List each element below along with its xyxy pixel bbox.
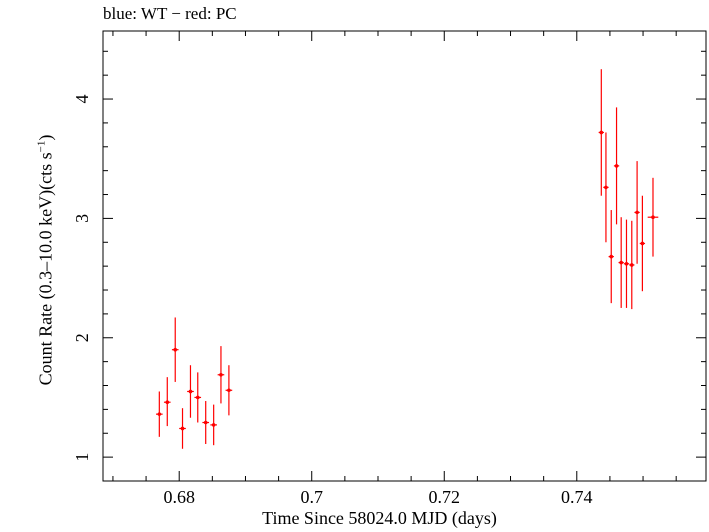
- data-point: [613, 107, 620, 225]
- data-point: [179, 408, 186, 449]
- data-point: [171, 317, 179, 382]
- point-marker: [614, 164, 619, 168]
- data-point: [598, 69, 604, 196]
- plot-frame: [102, 30, 707, 482]
- data-point: [603, 132, 609, 243]
- point-marker: [599, 130, 604, 135]
- axis-tick-labels: 0.68 0.7 0.72 0.74 1 2 3 4: [72, 95, 593, 507]
- data-point: [210, 404, 217, 446]
- point-marker: [195, 395, 200, 400]
- point-marker: [219, 372, 223, 377]
- data-point: [225, 365, 233, 416]
- y-axis-label-text: Count Rate (0.3–10.0 keV)(cts s: [35, 152, 56, 386]
- data-point: [647, 177, 659, 257]
- x-tick-label: 0.68: [163, 487, 195, 507]
- point-marker: [651, 215, 655, 220]
- point-marker: [629, 263, 634, 267]
- point-marker: [609, 254, 614, 259]
- y-axis-label: Count Rate (0.3–10.0 keV)(cts s−1): [36, 135, 57, 386]
- y-tick-label: 1: [72, 453, 92, 462]
- data-point: [194, 372, 202, 423]
- data-point: [629, 220, 635, 310]
- point-marker: [604, 185, 608, 190]
- y-axis-label-superscript: −1: [35, 140, 48, 153]
- point-marker: [188, 389, 193, 394]
- data-points: [156, 69, 659, 449]
- point-marker: [203, 420, 208, 425]
- y-axis-label-suffix: ): [35, 134, 56, 141]
- point-marker: [180, 426, 185, 431]
- x-tick-label: 0.7: [300, 487, 323, 507]
- point-marker: [619, 260, 623, 265]
- point-marker: [624, 261, 629, 266]
- data-point: [623, 219, 630, 308]
- y-tick-label: 3: [72, 214, 92, 223]
- data-point: [202, 401, 210, 444]
- point-marker: [640, 241, 645, 246]
- data-point: [639, 195, 646, 292]
- data-point: [156, 391, 163, 437]
- x-axis-label: Time Since 58024.0 MJD (days): [262, 508, 497, 528]
- x-tick-label: 0.72: [429, 487, 461, 507]
- data-point: [163, 377, 171, 427]
- point-marker: [211, 423, 216, 427]
- data-point: [608, 210, 614, 304]
- y-tick-label: 4: [72, 95, 92, 104]
- data-point: [187, 365, 194, 418]
- point-marker: [165, 400, 170, 405]
- point-marker: [227, 388, 231, 393]
- x-tick-label: 0.74: [561, 487, 593, 507]
- data-point: [618, 217, 624, 308]
- data-point: [634, 161, 640, 264]
- point-marker: [635, 210, 639, 215]
- point-marker: [173, 347, 178, 352]
- data-point: [217, 346, 225, 404]
- axis-ticks: [103, 31, 706, 482]
- y-tick-label: 2: [72, 333, 92, 342]
- point-marker: [157, 412, 162, 416]
- chart-title: blue: WT − red: PC: [103, 4, 237, 23]
